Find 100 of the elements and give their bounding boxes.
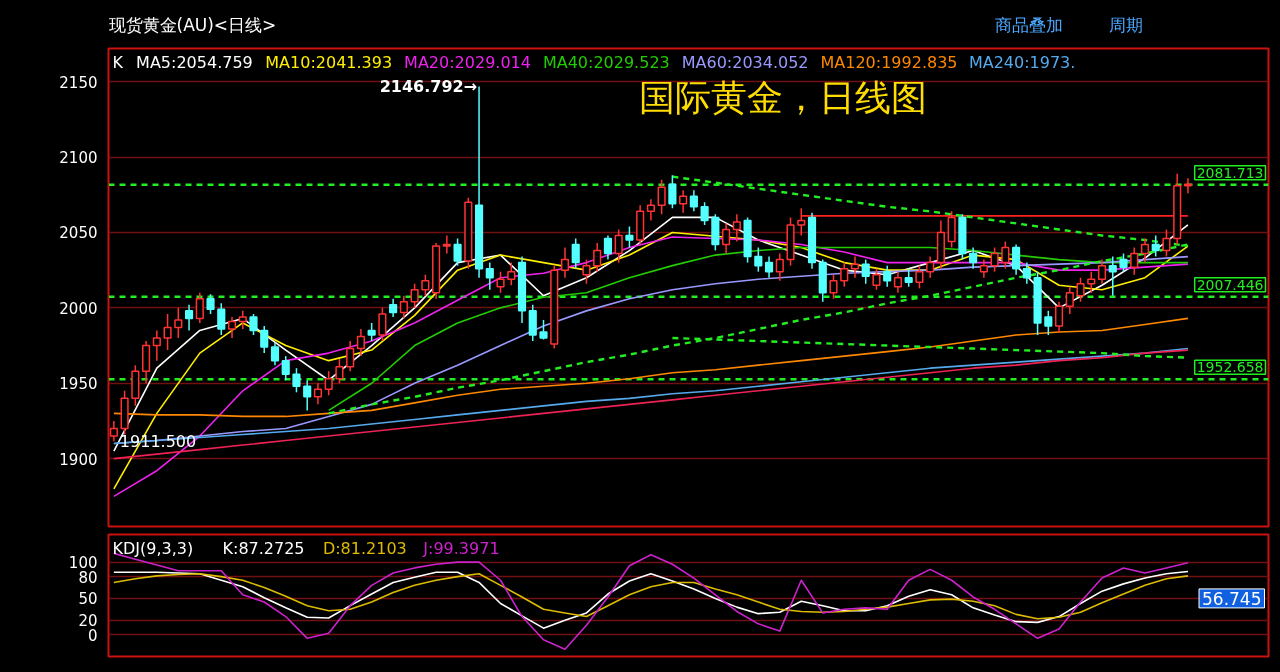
candlestick (668, 174, 677, 210)
candlestick (1183, 177, 1193, 195)
candlestick (603, 234, 613, 261)
y-tick-label: 1900 (59, 450, 98, 469)
text: MA40:2029.523 (542, 52, 670, 72)
chart-title: 现货黄金(AU)<日线> (108, 14, 277, 35)
candlestick (539, 319, 548, 341)
y-tick-label: 2150 (59, 73, 98, 92)
candlestick (990, 246, 999, 273)
candlestick (646, 198, 655, 222)
legend-title: KDJ(9,3,3) (112, 538, 194, 558)
candlestick (732, 213, 741, 243)
ref-line-label: 2081.713 (1196, 164, 1264, 181)
candlestick (1012, 243, 1021, 276)
candlestick (152, 329, 161, 362)
line-series (113, 349, 1189, 460)
candlestick (829, 273, 838, 300)
candlestick (485, 261, 494, 291)
candlestick (324, 370, 333, 397)
candlestick (1140, 237, 1150, 264)
candlestick (850, 255, 860, 279)
candlestick (1087, 270, 1096, 294)
y-tick-label: 1950 (59, 375, 98, 394)
candlestick (346, 340, 355, 372)
candlestick (1162, 228, 1171, 258)
candlestick (453, 237, 462, 267)
series-label: K:87.2725 (222, 538, 305, 558)
candlestick (1044, 310, 1053, 336)
ref-line-label: 2007.446 (1196, 276, 1264, 293)
candlestick (109, 420, 118, 443)
text: MA10:2041.393 (265, 52, 393, 72)
candlestick (969, 246, 978, 270)
candlestick (227, 316, 237, 339)
candlestick (722, 222, 731, 255)
y-tick-label: 0 (87, 626, 98, 645)
candlestick (1022, 261, 1031, 285)
candlestick (1097, 258, 1107, 285)
candlestick (1130, 246, 1139, 276)
candlestick (367, 322, 376, 342)
candlestick (560, 246, 570, 279)
candlestick (1076, 276, 1085, 303)
candlestick (281, 355, 290, 381)
line-series (113, 317, 1189, 418)
text: MA20:2029.014 (404, 52, 531, 72)
text: 周期 (1109, 14, 1143, 35)
candlestick (206, 293, 215, 315)
candlestick (1108, 255, 1117, 297)
series-label: J:99.3971 (422, 538, 500, 558)
candlestick (195, 292, 204, 324)
legend-title: K (112, 52, 124, 72)
annotation: 国际黄金，日线图 (638, 76, 927, 118)
candlestick (163, 313, 172, 351)
candlestick (442, 234, 451, 255)
candlestick (979, 258, 988, 279)
candlestick (593, 242, 602, 273)
text: 56.745 (1202, 588, 1262, 609)
candlestick (292, 367, 301, 394)
candlestick (1119, 252, 1128, 273)
text: MA120:1992.835 (820, 52, 958, 72)
candlestick (840, 261, 849, 288)
candlestick (625, 225, 634, 249)
candlestick (689, 189, 698, 213)
candlestick (238, 310, 247, 330)
candlestick (764, 255, 774, 279)
y-tick-label: 2100 (59, 149, 98, 168)
text: MA60:2034.052 (681, 52, 809, 72)
candlestick (1054, 301, 1064, 333)
candlestick (410, 282, 419, 309)
candlestick (861, 258, 870, 285)
candlestick (249, 313, 258, 336)
candlestick (582, 258, 591, 285)
annotation: 2146.792→ (379, 77, 478, 97)
line-series (113, 347, 1189, 445)
candlestick (571, 237, 580, 270)
candlestick (496, 270, 505, 294)
y-tick-label: 50 (78, 590, 98, 609)
text: MA5:2054.759 (136, 52, 253, 72)
candlestick (797, 207, 806, 237)
candlestick (421, 273, 430, 297)
candlestick (303, 379, 312, 412)
candlestick (174, 307, 183, 339)
line-series (113, 570, 1189, 629)
candlestick (270, 341, 280, 366)
candlestick (775, 252, 784, 282)
candlestick (926, 255, 935, 279)
candlestick (184, 304, 194, 332)
ref-line-label: 1952.658 (1196, 359, 1264, 376)
candlestick (260, 325, 269, 354)
candlestick (378, 307, 387, 342)
candlestick (893, 270, 903, 294)
candlestick (657, 178, 666, 216)
line-series (113, 572, 1189, 620)
candlestick (700, 201, 709, 226)
candlestick (335, 358, 344, 384)
y-tick-label: 2000 (59, 299, 98, 318)
candlestick (507, 261, 516, 286)
y-tick-label: 80 (78, 568, 98, 587)
candlestick (399, 295, 408, 320)
candlestick (217, 302, 226, 336)
candlestick (1001, 240, 1010, 270)
